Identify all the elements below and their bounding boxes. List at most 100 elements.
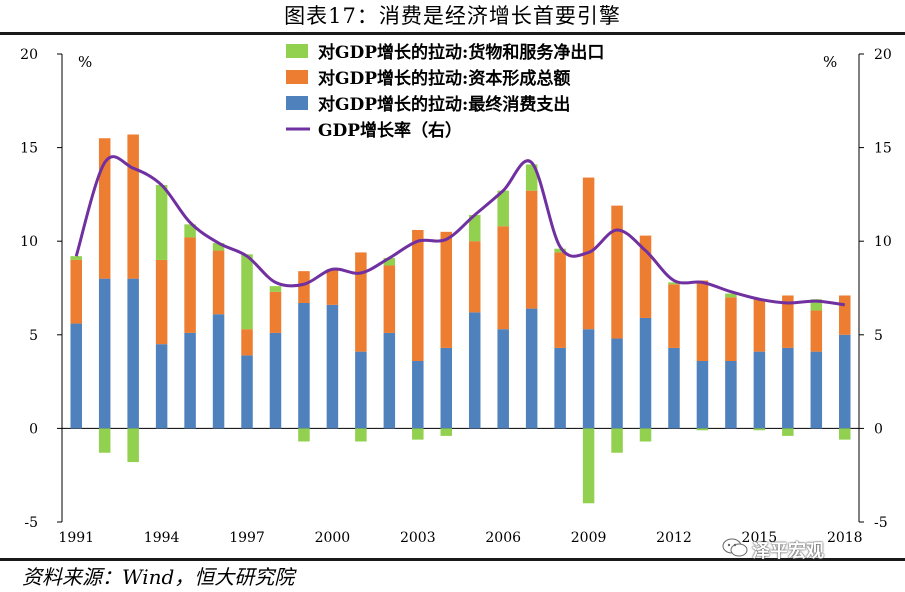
bar-consumption: [412, 361, 424, 429]
bar-net-exports: [412, 428, 424, 440]
x-tick-label: 1991: [58, 530, 94, 546]
bar-net-exports: [298, 428, 310, 442]
x-tick-label: 1994: [144, 530, 180, 546]
watermark: 泽平宏观: [752, 541, 824, 562]
bar-net-exports: [696, 428, 709, 431]
bar-net-exports: [383, 258, 396, 266]
bar-capital-formation: [355, 252, 367, 352]
bar-consumption: [184, 332, 196, 429]
legend-label: 对GDP增长的拉动:最终消费支出: [318, 94, 570, 115]
bar-net-exports: [668, 282, 680, 285]
bar-consumption: [782, 347, 794, 429]
bar-consumption: [810, 351, 823, 429]
right-unit-label: %: [823, 53, 837, 71]
bar-capital-formation: [753, 299, 766, 352]
legend: 对GDP增长的拉动:货物和服务净出口对GDP增长的拉动:资本形成总额对GDP增长…: [282, 37, 692, 145]
bar-net-exports: [839, 428, 851, 440]
left-tick-label: -5: [24, 515, 38, 531]
x-tick-label: 2003: [400, 530, 436, 546]
bar-capital-formation: [212, 250, 225, 315]
bar-consumption: [326, 304, 339, 429]
bar-consumption: [639, 317, 652, 429]
wechat-icon: [722, 538, 748, 557]
x-tick-label: 2015: [742, 530, 778, 546]
right-tick-label: -5: [874, 515, 888, 531]
right-tick-label: 15: [874, 141, 892, 157]
bar-net-exports: [127, 428, 139, 463]
bar-net-exports: [212, 243, 225, 251]
bar-capital-formation: [127, 134, 139, 279]
bar-consumption: [554, 347, 566, 429]
bar-net-exports: [184, 224, 196, 238]
axes: -5 0 5 10 15 20 -5 0 5 10 15 20% % 1991 1994 1997 2000 20…: [20, 47, 892, 546]
bar-net-exports: [440, 428, 453, 436]
bar-net-exports: [725, 293, 737, 298]
bar-consumption: [98, 278, 111, 429]
gdp-growth-line: [74, 155, 845, 307]
bar-consumption: [155, 344, 168, 429]
bar-capital-formation: [639, 235, 652, 318]
bar-consumption: [525, 308, 538, 429]
bar-net-exports: [582, 428, 595, 504]
bar-consumption: [127, 278, 139, 429]
x-tick-label: 2006: [485, 530, 521, 546]
bar-capital-formation: [412, 229, 424, 362]
legend-label: 对GDP增长的拉动:货物和服务净出口: [318, 42, 604, 63]
bar-consumption: [212, 314, 225, 429]
bar-consumption: [383, 332, 396, 429]
gdp-line-layer: [74, 155, 845, 307]
right-tick-label: 10: [874, 234, 892, 250]
bar-net-exports: [810, 299, 823, 311]
bar-capital-formation: [383, 265, 396, 333]
bar-capital-formation: [782, 295, 794, 348]
bar-net-exports: [355, 428, 367, 442]
bar-consumption: [355, 351, 367, 429]
chart-title: 图表17：消费是经济增长首要引擎: [284, 4, 621, 28]
x-tick-label: 1997: [229, 530, 265, 546]
left-tick-label: 20: [20, 47, 38, 63]
legend-label: 对GDP增长的拉动:资本形成总额: [318, 68, 570, 89]
bar-capital-formation: [326, 269, 339, 305]
bar-net-exports: [611, 428, 623, 453]
bar-net-exports: [468, 214, 481, 242]
x-tick-label: 2000: [315, 530, 351, 546]
bar-net-exports: [155, 185, 168, 260]
bar-capital-formation: [468, 241, 481, 313]
bar-capital-formation: [810, 310, 823, 352]
bar-net-exports: [241, 254, 253, 330]
bar-consumption: [611, 338, 623, 429]
bar-net-exports: [70, 256, 82, 260]
bar-capital-formation: [70, 259, 82, 324]
bar-capital-formation: [725, 297, 737, 362]
bar-consumption: [298, 302, 310, 429]
bar-capital-formation: [298, 271, 310, 303]
bar-consumption: [725, 361, 737, 429]
bar-capital-formation: [554, 252, 566, 348]
bar-capital-formation: [668, 284, 680, 348]
bar-capital-formation: [525, 190, 538, 309]
x-tick-label: 2012: [656, 530, 692, 546]
bar-capital-formation: [98, 138, 111, 279]
bar-net-exports: [753, 428, 766, 431]
bar-net-exports: [554, 248, 566, 253]
legend-swatch: [286, 96, 308, 110]
source-note: 资料来源：Wind，恒大研究院: [22, 565, 295, 589]
bar-consumption: [696, 361, 709, 429]
bar-capital-formation: [241, 329, 253, 356]
chart: -5 0 5 10 15 20 -5 0 5 10 15 20% % 1991 1994 1997 2000 20…: [20, 37, 892, 546]
x-tick-label: 2018: [827, 530, 863, 546]
top-rule: [0, 32, 905, 35]
bar-net-exports: [497, 190, 509, 227]
bar-capital-formation: [696, 280, 709, 362]
left-tick-label: 10: [20, 234, 38, 250]
bottom-rule: [0, 558, 905, 561]
left-unit-label: %: [78, 53, 92, 71]
bar-consumption: [582, 329, 595, 429]
bar-net-exports: [98, 428, 111, 453]
right-tick-label: 20: [874, 47, 892, 63]
x-tick-label: 2009: [571, 530, 607, 546]
legend-label: GDP增长率（右）: [318, 120, 462, 141]
bar-net-exports: [639, 428, 652, 442]
left-tick-label: 5: [29, 328, 38, 344]
bar-net-exports: [782, 428, 794, 436]
